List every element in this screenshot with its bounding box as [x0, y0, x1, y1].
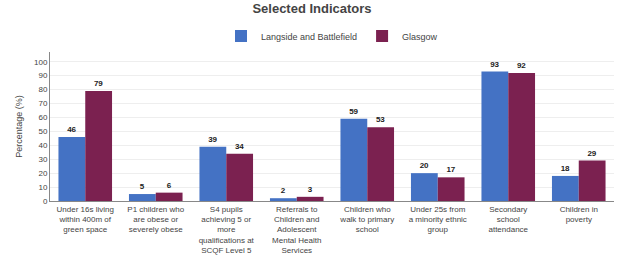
svg-text:80: 80: [38, 85, 47, 94]
svg-text:Under 16s livingwithin 400m of: Under 16s livingwithin 400m ofgreen spac…: [57, 205, 114, 235]
svg-text:59: 59: [349, 107, 358, 116]
svg-text:39: 39: [208, 135, 217, 144]
svg-text:Langside and Battlefield: Langside and Battlefield: [261, 32, 357, 42]
svg-text:Percentage (%): Percentage (%): [14, 95, 24, 158]
svg-text:Selected Indicators: Selected Indicators: [252, 1, 371, 16]
svg-text:53: 53: [376, 115, 385, 124]
svg-text:40: 40: [38, 141, 47, 150]
svg-text:0: 0: [43, 197, 48, 206]
svg-text:6: 6: [167, 181, 172, 190]
svg-text:46: 46: [67, 125, 76, 134]
svg-text:92: 92: [517, 61, 526, 70]
svg-text:60: 60: [38, 113, 47, 122]
svg-text:3: 3: [308, 185, 313, 194]
svg-text:50: 50: [38, 127, 47, 136]
svg-text:93: 93: [490, 60, 499, 69]
svg-text:17: 17: [446, 165, 455, 174]
svg-text:34: 34: [235, 142, 244, 151]
svg-text:5: 5: [140, 182, 145, 191]
svg-text:29: 29: [587, 149, 596, 158]
svg-text:Glasgow: Glasgow: [402, 32, 438, 42]
svg-text:20: 20: [38, 169, 47, 178]
svg-text:79: 79: [94, 79, 103, 88]
svg-text:10: 10: [38, 183, 47, 192]
svg-text:2: 2: [281, 186, 286, 195]
svg-text:Children whowalk to primarysch: Children whowalk to primaryschool: [339, 205, 394, 235]
svg-text:S4 pupilsachieving 5 ormorequa: S4 pupilsachieving 5 ormorequalification…: [199, 205, 255, 256]
svg-text:70: 70: [38, 99, 47, 108]
svg-text:Referrals toChildren andAdoles: Referrals toChildren andAdolescentMental…: [272, 205, 321, 256]
svg-text:18: 18: [561, 164, 570, 173]
svg-text:Secondaryschoolattendance: Secondaryschoolattendance: [488, 205, 528, 235]
svg-text:Children inpoverty: Children inpoverty: [560, 205, 598, 224]
svg-text:20: 20: [420, 161, 429, 170]
svg-text:100: 100: [34, 58, 48, 67]
svg-text:30: 30: [38, 155, 47, 164]
svg-text:Under 25s froma minority ethni: Under 25s froma minority ethnicgroup: [409, 205, 467, 235]
svg-text:90: 90: [38, 71, 47, 80]
svg-text:P1 children whoare obese orsev: P1 children whoare obese orseverely obes…: [127, 205, 184, 235]
